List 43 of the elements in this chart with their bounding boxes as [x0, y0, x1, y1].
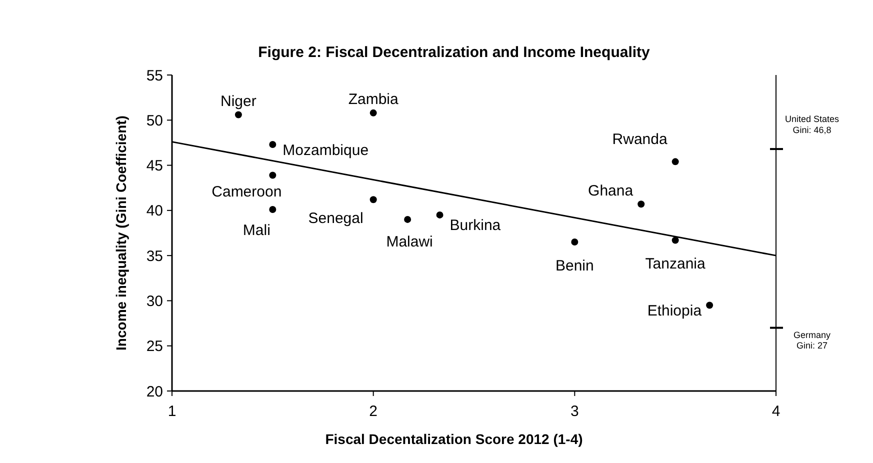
y-tick-label: 45	[146, 158, 163, 175]
point	[269, 141, 276, 148]
y-tick-label: 50	[146, 112, 163, 130]
annotation: Ghana	[588, 182, 634, 200]
chart-title: Figure 2: Fiscal Decentralization and Income Inequality	[258, 44, 651, 61]
annotation: Tanzania	[645, 255, 706, 272]
annotation: Mozambique	[282, 142, 369, 159]
x-tick-label: 2	[369, 403, 378, 420]
point	[638, 200, 645, 208]
x-tick-label: 3	[570, 403, 579, 420]
y-tick-label: 40	[146, 202, 163, 220]
x-tick-label: 4	[772, 403, 780, 420]
y-tick-label: 30	[146, 292, 163, 310]
ref-line-label: Germany Gini: 27	[793, 330, 832, 351]
point	[672, 158, 679, 166]
ref-line-label: United States Gini: 46,8	[784, 114, 840, 135]
x-axis-title: Fiscal Decentalization Score 2012 (1-4)	[325, 431, 583, 447]
point	[269, 172, 276, 179]
annotation: Burkina	[450, 217, 502, 234]
y-axis-title: Income inequality (Gini Coefficient)	[113, 116, 129, 350]
y-tick-label: 20	[146, 383, 163, 400]
annotation: Zambia	[348, 91, 399, 108]
point	[672, 236, 679, 244]
point	[571, 238, 578, 246]
annotation: Senegal	[308, 210, 364, 227]
annotation: Benin	[555, 257, 594, 274]
annotation: Niger	[220, 92, 256, 110]
point	[706, 302, 714, 309]
y-tick-label: 35	[146, 248, 163, 265]
point	[269, 206, 276, 214]
annotation: Ethiopia	[647, 302, 702, 320]
point	[234, 111, 242, 118]
y-tick-label: 25	[146, 338, 163, 356]
point	[370, 196, 377, 204]
point	[436, 211, 444, 218]
annotation: Cameroon	[212, 183, 282, 200]
annotation: Rwanda	[612, 130, 668, 148]
point	[404, 216, 412, 223]
annotation: Mali	[242, 222, 270, 239]
y-tick-label: 55	[146, 67, 163, 84]
point	[370, 109, 377, 116]
x-tick-label: 1	[168, 403, 176, 420]
annotation: Malawi	[386, 234, 433, 251]
